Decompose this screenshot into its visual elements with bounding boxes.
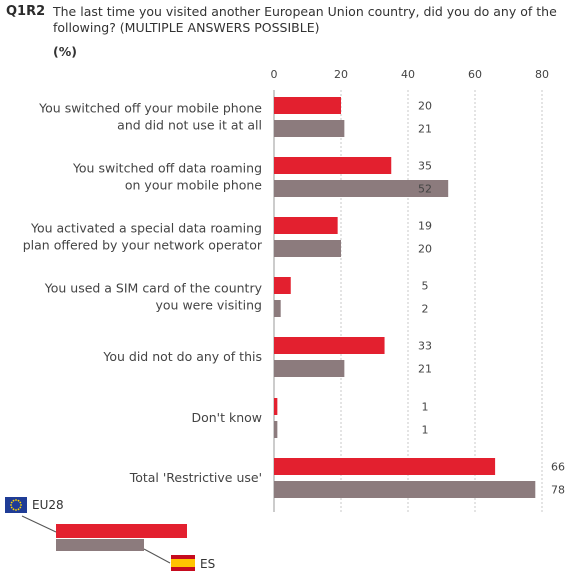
value-label: 19 [418, 220, 432, 233]
category-label: You did not do any of this [102, 349, 262, 364]
question-code: Q1R2 [6, 4, 46, 19]
category-label: you were visiting [156, 298, 262, 313]
legend-connector [143, 548, 171, 564]
bar-eu28 [274, 337, 385, 354]
bar-es [274, 300, 281, 317]
bar-eu28 [274, 97, 341, 114]
x-tick-label: 80 [535, 68, 549, 81]
value-label: 78 [551, 484, 565, 497]
value-label: 2 [422, 303, 429, 316]
legend-swatch-es [56, 539, 144, 551]
bar-eu28 [274, 398, 278, 415]
legend-swatch-eu28 [56, 524, 187, 538]
category-label: and did not use it at all [117, 118, 262, 133]
x-tick-label: 0 [271, 68, 278, 81]
category-label: Don't know [191, 410, 262, 425]
bar-es [274, 481, 536, 498]
legend-connector [21, 515, 57, 533]
value-label: 35 [418, 160, 432, 173]
bar-eu28 [274, 277, 291, 294]
value-label: 5 [422, 280, 429, 293]
value-label: 21 [418, 363, 432, 376]
eu-flag-icon [5, 497, 27, 513]
bar-es [274, 120, 345, 137]
value-label: 21 [418, 123, 432, 136]
value-label: 1 [422, 424, 429, 437]
bar-eu28 [274, 458, 496, 475]
value-label: 33 [418, 340, 432, 353]
legend-label-eu28: EU28 [32, 498, 64, 512]
bar-es [274, 360, 345, 377]
category-label: You activated a special data roaming [30, 221, 262, 236]
question-text: The last time you visited another Europe… [53, 4, 557, 35]
x-tick-label: 60 [468, 68, 482, 81]
legend-label-es: ES [200, 557, 215, 571]
spain-flag-icon [171, 555, 195, 571]
unit-label: (%) [53, 44, 77, 59]
bar-es [274, 180, 449, 197]
bar-es [274, 240, 341, 257]
category-label: You switched off your mobile phone [38, 101, 262, 116]
value-label: 20 [418, 100, 432, 113]
value-label: 1 [422, 401, 429, 414]
x-tick-label: 20 [334, 68, 348, 81]
category-label: You switched off data roaming [72, 161, 262, 176]
category-label: on your mobile phone [125, 178, 262, 193]
x-tick-label: 40 [401, 68, 415, 81]
bar-eu28 [274, 157, 392, 174]
bar-es [274, 421, 278, 438]
value-label: 20 [418, 243, 432, 256]
category-label: Total 'Restrictive use' [129, 470, 262, 485]
category-label: plan offered by your network operator [23, 238, 263, 253]
value-label: 66 [551, 461, 565, 474]
value-label: 52 [418, 183, 432, 196]
category-label: You used a SIM card of the country [44, 281, 263, 296]
bar-eu28 [274, 217, 338, 234]
